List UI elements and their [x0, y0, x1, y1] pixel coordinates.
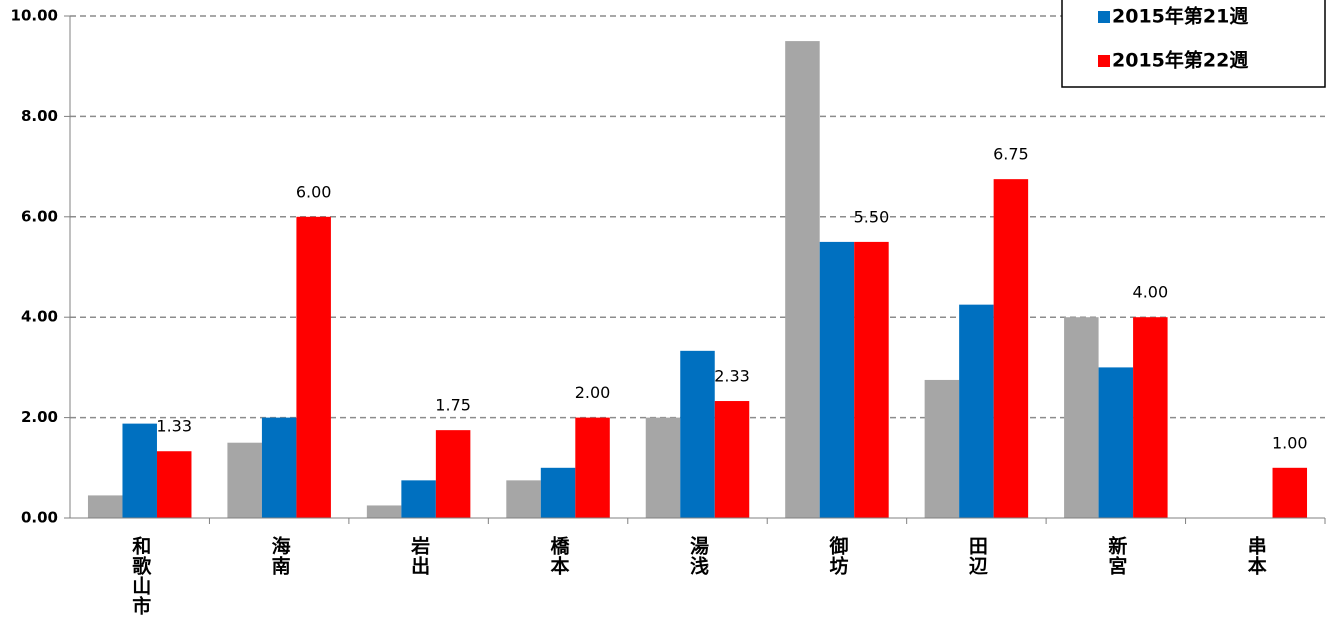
bar [854, 241, 889, 518]
x-tick-label: 和歌山市 [129, 535, 151, 616]
bar [401, 480, 436, 518]
legend-label: 2015年第21週 [1112, 5, 1248, 28]
value-label: 4.00 [1133, 283, 1169, 302]
legend-label: 2015年第22週 [1112, 49, 1248, 72]
bar [87, 495, 123, 518]
y-tick-label: 6.00 [21, 207, 58, 225]
value-label: 5.50 [854, 207, 890, 226]
legend-swatch [1098, 55, 1110, 67]
bar [540, 467, 576, 518]
value-label: 1.75 [435, 396, 471, 415]
bar [227, 442, 262, 518]
bar [1272, 467, 1308, 518]
bar [819, 241, 855, 518]
bar [1133, 317, 1168, 518]
value-label: 2.00 [575, 383, 611, 402]
y-tick-label: 2.00 [21, 408, 58, 426]
x-tick-label: 串本 [1245, 536, 1267, 576]
bar [1098, 367, 1134, 518]
bar [680, 350, 715, 518]
x-tick-label: 新宮 [1105, 535, 1127, 576]
bar [366, 505, 402, 518]
bar [261, 417, 297, 518]
x-tick-label: 田辺 [966, 536, 988, 576]
y-tick-label: 8.00 [21, 107, 58, 125]
x-tick-label: 湯浅 [687, 536, 709, 576]
bar [506, 480, 541, 518]
bar [785, 41, 820, 518]
bar [122, 423, 157, 518]
legend-swatch [1098, 11, 1110, 23]
value-label: 1.33 [156, 417, 192, 436]
bar [924, 379, 960, 518]
x-tick-label: 海南 [269, 535, 291, 576]
value-label: 6.75 [993, 145, 1029, 164]
bar [575, 417, 610, 518]
bar [714, 401, 750, 518]
value-label: 1.00 [1272, 433, 1308, 452]
y-tick-label: 10.00 [11, 7, 58, 25]
y-tick-label: 0.00 [21, 509, 58, 527]
bar [993, 179, 1029, 518]
bar [645, 417, 681, 518]
value-label: 6.00 [296, 182, 332, 201]
bar [156, 451, 192, 518]
y-tick-label: 4.00 [21, 308, 58, 326]
x-tick-label: 御坊 [826, 535, 849, 576]
bar [1064, 317, 1099, 518]
bar [296, 216, 331, 519]
bar [959, 304, 994, 518]
bar [435, 430, 471, 518]
value-label: 2.33 [714, 367, 750, 386]
x-tick-label: 岩出 [408, 535, 431, 576]
x-tick-label: 橋本 [548, 535, 570, 576]
